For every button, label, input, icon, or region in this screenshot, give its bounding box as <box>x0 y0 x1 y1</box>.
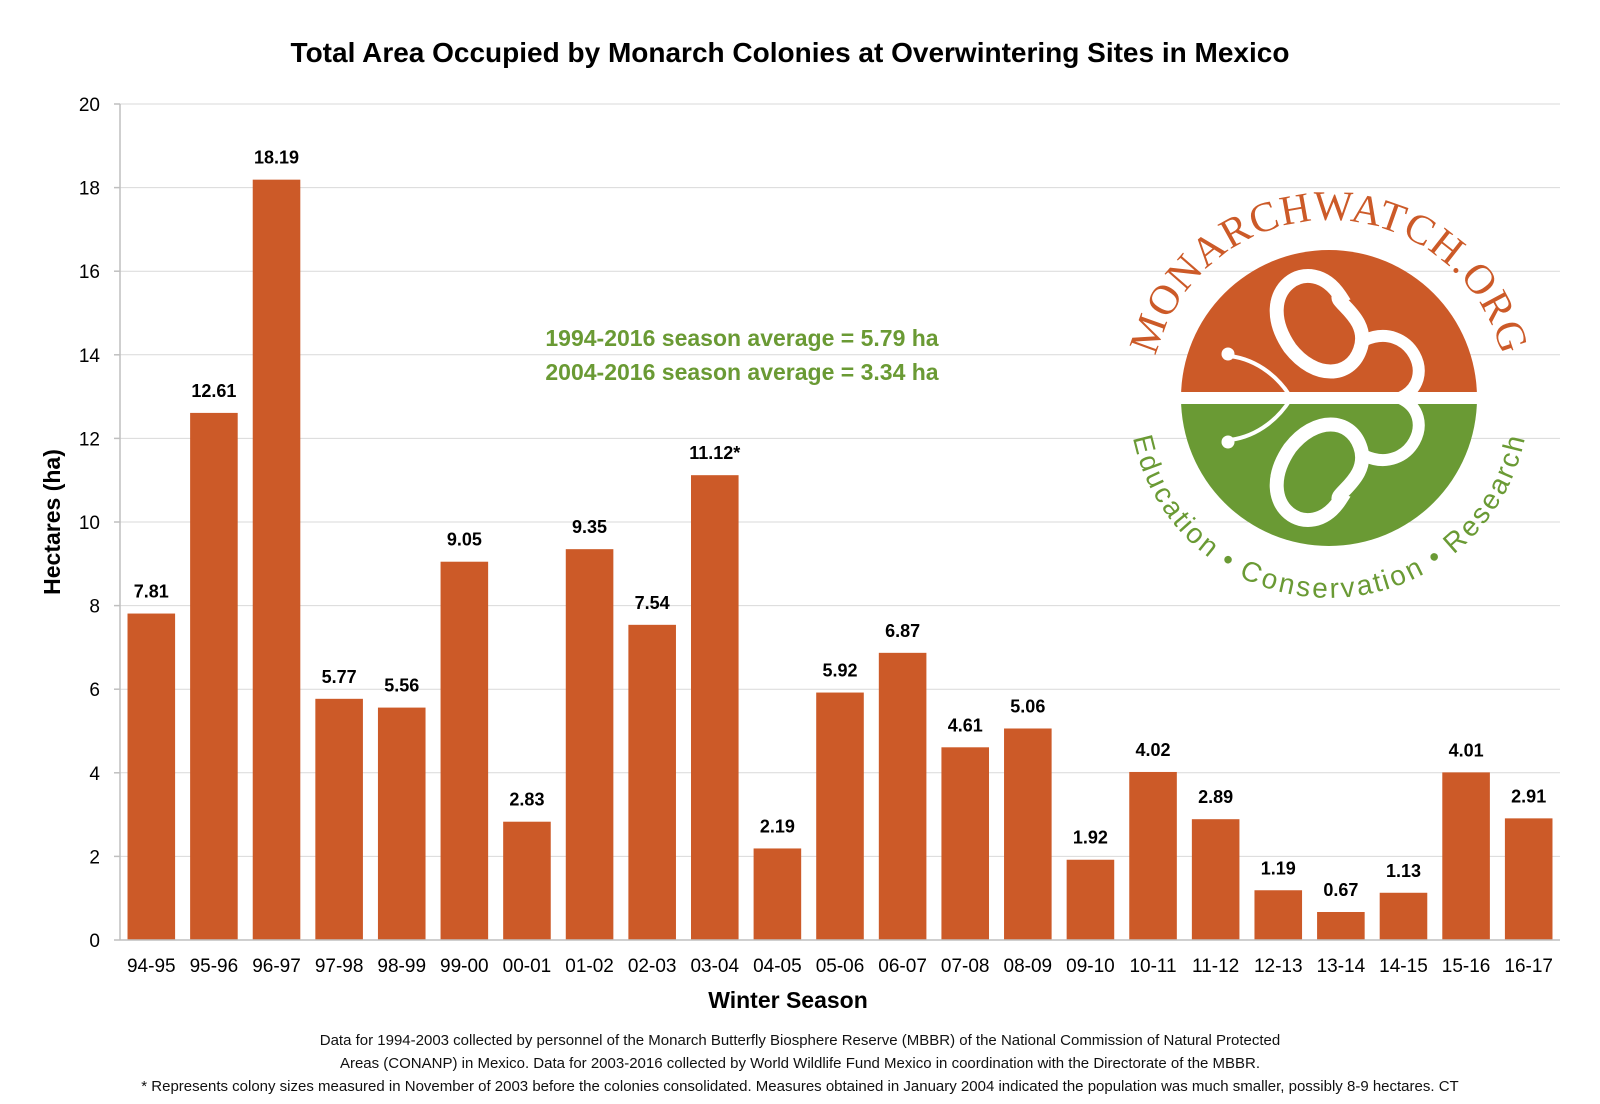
x-tick-label: 10-11 <box>1129 956 1176 977</box>
x-tick-label: 99-00 <box>440 956 489 977</box>
value-label: 2.19 <box>760 816 795 836</box>
value-label: 1.92 <box>1073 828 1108 848</box>
bar-99-00 <box>440 561 489 940</box>
x-tick-label: 09-10 <box>1066 956 1115 977</box>
x-tick-label: 96-97 <box>252 956 301 977</box>
value-label: 7.54 <box>635 593 670 613</box>
value-label: 0.67 <box>1323 880 1358 900</box>
average-annotation-2004: 2004-2016 season average = 3.34 ha <box>545 359 938 385</box>
y-tick-label: 14 <box>79 346 101 367</box>
value-label: 9.35 <box>572 517 607 537</box>
footnote-line-3: * Represents colony sizes measured in No… <box>141 1078 1459 1095</box>
bar-11-12 <box>1191 819 1240 940</box>
x-axis-title: Winter Season <box>708 987 868 1013</box>
value-label: 1.13 <box>1386 861 1421 881</box>
x-tick-label: 01-02 <box>565 956 614 977</box>
bar-94-95 <box>127 613 176 940</box>
x-tick-label: 08-09 <box>1004 956 1053 977</box>
x-tick-label: 15-16 <box>1442 956 1491 977</box>
x-tick-label: 95-96 <box>190 956 239 977</box>
y-tick-label: 16 <box>79 262 100 283</box>
value-label: 2.89 <box>1198 787 1233 807</box>
x-tick-label: 16-17 <box>1504 956 1553 977</box>
x-tick-label: 97-98 <box>315 956 364 977</box>
value-label: 11.12* <box>689 443 740 463</box>
x-axis-ticks: 94-95 95-96 96-97 97-98 98-99 99-00 00-01 01-02… <box>127 956 1553 977</box>
x-tick-label: 94-95 <box>127 956 176 977</box>
bar-09-10 <box>1066 859 1115 940</box>
bar-07-08 <box>941 747 990 940</box>
bar-15-16 <box>1442 772 1490 940</box>
y-tick-label: 4 <box>89 764 100 785</box>
value-label: 9.05 <box>447 530 482 550</box>
footnote-line-1: Data for 1994-2003 collected by personne… <box>319 1032 1281 1049</box>
value-label: 5.92 <box>822 661 857 681</box>
x-tick-label: 05-06 <box>816 956 865 977</box>
y-tick-label: 8 <box>89 597 100 618</box>
value-label: 6.87 <box>885 621 920 641</box>
value-label: 2.91 <box>1511 786 1546 806</box>
value-label: 5.77 <box>322 667 357 687</box>
value-label: 7.81 <box>134 582 169 602</box>
value-label: 4.61 <box>948 715 983 735</box>
bar-96-97 <box>252 179 301 940</box>
bar-02-03 <box>628 624 676 940</box>
y-tick-label: 10 <box>79 513 100 534</box>
bar-04-05 <box>753 848 802 940</box>
y-tick-label: 0 <box>89 931 100 952</box>
bars <box>127 179 1553 941</box>
bar-98-99 <box>377 707 426 940</box>
value-label: 1.19 <box>1261 858 1296 878</box>
monarch-watch-logo: MONARCHWATCH.ORG Education • Conservatio… <box>1121 184 1536 604</box>
x-tick-label: 98-99 <box>377 956 426 977</box>
y-tick-label: 6 <box>89 680 100 701</box>
x-tick-label: 02-03 <box>628 956 677 977</box>
x-tick-label: 13-14 <box>1317 956 1366 977</box>
x-tick-label: 07-08 <box>941 956 990 977</box>
y-axis-ticks: 0 2 4 6 8 10 12 14 16 18 20 <box>79 95 120 952</box>
bar-10-11 <box>1129 771 1177 940</box>
value-label: 4.02 <box>1136 740 1171 760</box>
y-tick-label: 18 <box>79 179 100 200</box>
footnote-line-2: Areas (CONANP) in Mexico. Data for 2003-… <box>339 1055 1261 1072</box>
x-tick-label: 11-12 <box>1192 956 1239 977</box>
y-tick-label: 12 <box>79 429 100 450</box>
bar-16-17 <box>1504 818 1553 940</box>
value-label: 2.83 <box>509 790 544 810</box>
bar-03-04 <box>690 475 739 940</box>
y-axis-title: Hectares (ha) <box>39 449 65 595</box>
value-labels: 7.81 12.61 18.19 5.77 5.56 9.05 2.83 9.35 7.54 11… <box>134 148 1546 900</box>
x-tick-label: 14-15 <box>1379 956 1428 977</box>
bar-00-01 <box>503 821 551 940</box>
bar-12-13 <box>1254 890 1303 940</box>
bar-95-96 <box>190 412 238 941</box>
bar-08-09 <box>1004 728 1052 940</box>
bar-13-14 <box>1317 911 1365 940</box>
x-tick-label: 06-07 <box>878 956 927 977</box>
value-label: 12.61 <box>191 381 236 401</box>
bar-06-07 <box>878 652 927 940</box>
bar-14-15 <box>1379 892 1428 940</box>
value-label: 4.01 <box>1449 740 1484 760</box>
value-label: 18.19 <box>254 148 299 168</box>
value-label: 5.56 <box>384 676 419 696</box>
x-tick-label: 12-13 <box>1254 956 1303 977</box>
bar-01-02 <box>565 549 614 940</box>
x-tick-label: 04-05 <box>753 956 802 977</box>
y-tick-label: 2 <box>89 847 100 868</box>
bar-05-06 <box>816 692 864 940</box>
x-tick-label: 03-04 <box>690 956 739 977</box>
average-annotation-1994: 1994-2016 season average = 5.79 ha <box>545 325 938 351</box>
y-tick-label: 20 <box>79 95 100 116</box>
value-label: 5.06 <box>1010 696 1045 716</box>
monarch-butterfly-icon <box>1221 269 1425 527</box>
bar-97-98 <box>315 698 363 940</box>
x-tick-label: 00-01 <box>503 956 552 977</box>
chart-title: Total Area Occupied by Monarch Colonies … <box>291 37 1290 68</box>
